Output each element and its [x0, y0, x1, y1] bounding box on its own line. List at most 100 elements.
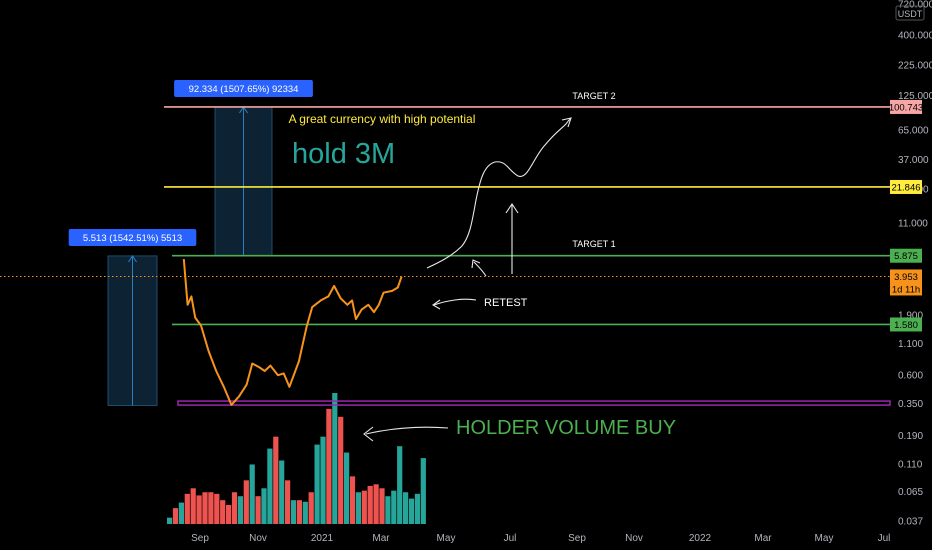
- price-level-tag-text: 21.846: [891, 182, 920, 193]
- volume-bar: [308, 492, 314, 524]
- volume-bar: [172, 508, 179, 524]
- x-tick-label: Jul: [504, 533, 517, 544]
- volume-arrowhead: [363, 426, 374, 442]
- volume-bar: [178, 502, 184, 524]
- support-band[interactable]: [177, 400, 891, 406]
- y-tick-label: 0.600: [898, 371, 923, 382]
- currency-badge[interactable]: [895, 5, 925, 21]
- measure-label: 5.513 (1542.51%) 5513: [83, 233, 182, 244]
- volume-bar: [344, 452, 350, 524]
- volume-bar: [373, 484, 379, 524]
- retest-bounce-arrow: [473, 261, 487, 277]
- volume-bar: [243, 480, 249, 524]
- price-level-tag-text: 5.875: [894, 251, 918, 262]
- retest-arrow: [433, 298, 477, 306]
- volume-arrow: [365, 426, 449, 435]
- volume-bar: [385, 496, 391, 524]
- volume-bar: [249, 464, 255, 524]
- volume-bar: [208, 492, 214, 524]
- volume-bars: [167, 393, 426, 524]
- currency-label: USDT: [898, 9, 923, 19]
- x-tick-label: Sep: [191, 533, 209, 544]
- retest-bounce-arrowhead: [471, 259, 481, 269]
- projection-arrowhead: [561, 117, 572, 128]
- y-tick-label: 125.000: [898, 91, 932, 102]
- retest-arrowhead: [431, 299, 441, 310]
- volume-bar: [332, 393, 338, 524]
- volume-bar: [367, 485, 373, 524]
- y-tick-label: 11.000: [898, 218, 928, 229]
- measure-boxes: 5.513 (1542.51%) 5513 92.334 (1507.65%) 9…: [68, 79, 313, 407]
- volume-bar: [296, 500, 302, 524]
- x-tick-label: Nov: [249, 533, 267, 544]
- y-tick-label: 400.000: [898, 30, 932, 41]
- x-tick-label: Jul: [878, 533, 891, 544]
- volume-bar: [290, 500, 297, 524]
- price-level-tag: [890, 99, 922, 114]
- y-tick-label: 1.900: [898, 310, 923, 321]
- volume-bar: [226, 504, 232, 524]
- drawings: [363, 117, 572, 442]
- volume-bar: [196, 495, 202, 524]
- x-tick-label: Sep: [568, 533, 586, 544]
- volume-bar: [167, 517, 173, 524]
- x-tick-label: Nov: [625, 533, 643, 544]
- volume-bar: [349, 476, 356, 524]
- annotation-holder-volume: HOLDER VOLUME BUY: [456, 417, 676, 439]
- volume-bar: [403, 492, 409, 524]
- price-level-tag: [890, 317, 922, 332]
- annotation-target-2: TARGET 2: [572, 91, 615, 101]
- volume-bar: [231, 492, 238, 524]
- price-level-tag-text: 100.743: [889, 102, 923, 113]
- y-tick-label: 0.190: [898, 431, 923, 442]
- volume-bar: [255, 496, 261, 524]
- annotation-target-1: TARGET 1: [572, 239, 615, 249]
- volume-bar: [220, 500, 226, 524]
- volume-bar: [202, 492, 208, 524]
- volume-bar: [355, 492, 361, 524]
- x-tick-label: May: [815, 533, 834, 544]
- y-tick-label: 37.000: [898, 155, 929, 166]
- y-tick-label: 0.065: [898, 487, 923, 498]
- y-tick-label: 225.000: [898, 60, 932, 71]
- volume-bar: [397, 446, 403, 524]
- volume-bar: [184, 493, 190, 524]
- volume-bar: [414, 493, 420, 524]
- price-series: [182, 259, 403, 406]
- volume-bar: [361, 490, 367, 524]
- annotation-hold: hold 3M: [292, 138, 395, 170]
- volume-bar: [302, 501, 308, 524]
- volume-bar: [326, 408, 332, 524]
- price-line[interactable]: [182, 259, 403, 406]
- annotation-potential: A great currency with high potential: [289, 112, 476, 126]
- measure-arrowhead: [128, 255, 137, 263]
- volume-bar: [273, 436, 279, 524]
- projection-path: [426, 117, 572, 269]
- current-price-tag: [890, 269, 922, 296]
- volume-bar: [190, 488, 196, 524]
- y-tick-label: 720.000: [898, 0, 932, 11]
- x-axis[interactable]: Sep Nov 2021 Mar May Jul Sep Nov 2022 Mar May Jul: [191, 533, 890, 544]
- volume-bar: [320, 436, 326, 524]
- measure-label-bg: [174, 79, 313, 97]
- y-tick-label: 1.100: [898, 339, 923, 350]
- x-tick-label: 2022: [689, 533, 712, 544]
- volume-bar: [391, 490, 397, 524]
- volume-bar: [379, 488, 385, 524]
- volume-bar: [408, 498, 415, 524]
- x-tick-label: Mar: [372, 533, 390, 544]
- volume-bar: [214, 493, 220, 524]
- y-tick-label: 0.110: [898, 459, 923, 470]
- volume-bar: [237, 496, 243, 524]
- y-tick-label: 65.000: [898, 125, 929, 136]
- measure-label: 92.334 (1507.65%) 92334: [189, 84, 299, 95]
- current-price-countdown: 1d 11h: [892, 284, 920, 295]
- measure-label-bg: [68, 228, 197, 246]
- volume-bar: [267, 448, 273, 524]
- volume-bar: [314, 444, 320, 524]
- up-arrowhead: [505, 203, 519, 214]
- volume-bar: [338, 416, 344, 524]
- annotation-retest: RETEST: [484, 297, 528, 309]
